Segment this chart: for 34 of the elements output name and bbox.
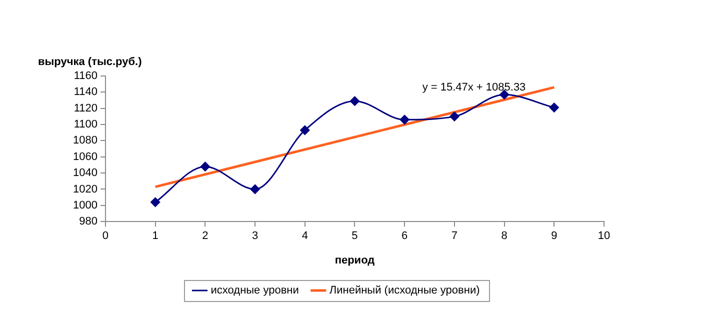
annotation: y = 15.47x + 1085.33: [422, 82, 526, 94]
x-tick-label: 3: [252, 230, 258, 242]
x-tick-label: 9: [551, 230, 558, 242]
point: [450, 112, 460, 122]
point: [250, 184, 260, 194]
legend-label: исходные уровни: [210, 284, 299, 297]
x-tick-label: 0: [102, 230, 109, 242]
y-axis-title: выручка (тыс.руб.): [38, 56, 142, 68]
x-tick-label: 8: [501, 230, 508, 242]
y-tick-label: 1060: [72, 150, 98, 163]
point: [300, 125, 310, 135]
x-tick-label: 1: [152, 230, 158, 242]
point: [549, 102, 559, 112]
legend-label: Линейный (исходные уровни): [329, 284, 480, 297]
point: [400, 114, 410, 124]
y-tick-label: 1000: [72, 199, 98, 212]
y-tick-label: 1120: [74, 102, 98, 114]
y-tick-label: 980: [79, 216, 98, 228]
point: [200, 162, 210, 172]
x-tick-label: 5: [352, 230, 358, 242]
x-tick-label: 10: [598, 230, 610, 242]
x-axis-title: период: [334, 254, 375, 266]
y-tick-label: 1020: [72, 183, 98, 196]
x-tick-label: 4: [302, 230, 308, 242]
x-tick-label: 2: [202, 230, 208, 242]
y-tick-label: 1040: [72, 167, 98, 180]
point: [150, 197, 160, 207]
y-tick-label: 1100: [74, 118, 98, 131]
y-tick-label: 1160: [74, 70, 98, 82]
point: [350, 96, 360, 106]
x-tick-label: 7: [451, 230, 458, 242]
y-tick-label: 1140: [74, 86, 98, 98]
y-tick-label: 1080: [72, 134, 98, 147]
x-tick-label: 6: [402, 230, 408, 242]
